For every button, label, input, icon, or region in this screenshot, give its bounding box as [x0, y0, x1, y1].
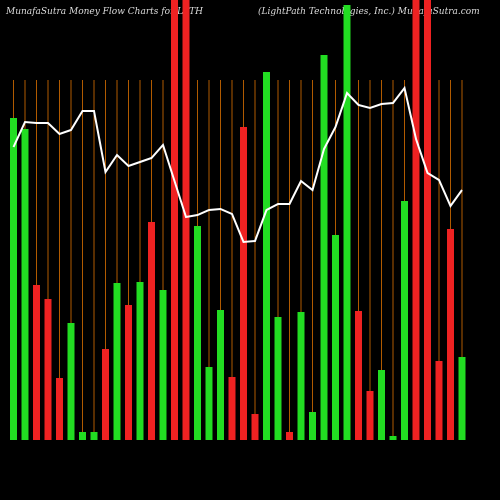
bar [286, 432, 293, 440]
money-flow-line [12, 85, 463, 244]
bar [67, 323, 75, 440]
bar [355, 311, 362, 440]
bar [136, 282, 144, 440]
chart-subtitle: (LightPath Technologies, Inc.) MunafaSut… [258, 6, 480, 17]
bar [194, 226, 201, 440]
bar [309, 412, 316, 440]
bar [205, 367, 213, 440]
bar [90, 432, 98, 440]
bar [458, 357, 466, 440]
bar [263, 72, 270, 440]
bar [274, 317, 282, 440]
bar [44, 299, 52, 440]
bar [251, 414, 259, 440]
bar [435, 361, 443, 440]
chart-title: MunafaSutra Money Flow Charts for LPTH [5, 7, 203, 17]
bar [33, 285, 40, 440]
bar [10, 118, 17, 440]
bar [125, 305, 132, 440]
bar [217, 310, 224, 440]
bar [182, 0, 190, 440]
bar [102, 349, 109, 440]
bar [228, 377, 236, 440]
bar [240, 127, 247, 440]
bar [378, 370, 385, 440]
bar [113, 283, 121, 440]
bar [148, 222, 155, 440]
bar [79, 432, 86, 440]
bar [320, 55, 328, 440]
bar [424, 0, 431, 440]
bar [297, 312, 305, 440]
bar [332, 235, 339, 440]
bar [171, 0, 178, 440]
bar [159, 290, 167, 440]
bar [56, 378, 63, 440]
bar [401, 201, 408, 440]
bar [366, 391, 374, 440]
bar [343, 5, 351, 440]
bar [21, 129, 29, 440]
bar [447, 229, 454, 440]
bar [389, 436, 397, 440]
bar [412, 0, 420, 440]
